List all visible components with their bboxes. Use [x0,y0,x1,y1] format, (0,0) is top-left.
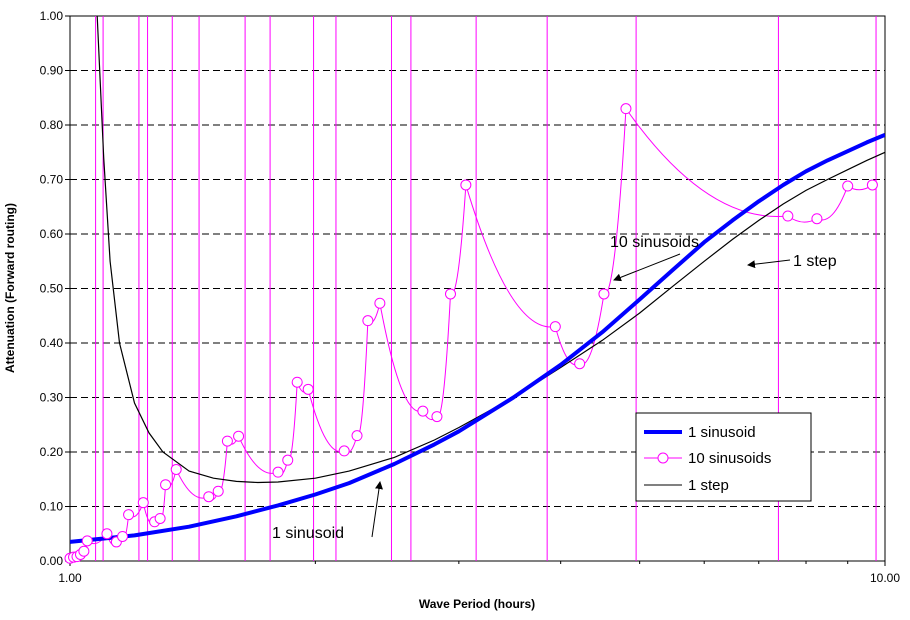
series-10-sinusoids-marker [431,411,443,423]
y-axis-title: Attenuation (Forward routing) [3,203,17,373]
x-tick-label: 1.00 [58,571,82,585]
annotation-arrow [613,253,681,282]
series-10-sinusoids-marker [460,179,472,191]
y-tick-label: 1.00 [40,9,64,23]
series-10-sinusoids-marker [160,479,172,491]
series-10-sinusoids-marker [78,545,90,557]
series-10-sinusoids-marker [123,509,135,521]
series-10-sinusoids-marker [444,288,456,300]
gridlines [65,15,886,566]
series-10-sinusoids-marker [598,288,610,300]
series-10-sinusoids-marker [117,530,129,542]
series-10-sinusoids-marker [221,435,233,447]
y-tick-label: 0.80 [40,118,64,132]
legend-label-1-sinusoid: 1 sinusoid [688,424,756,441]
series-10-sinusoids-marker [212,485,224,497]
annotation-label: 1 sinusoid [272,525,344,542]
series-10-sinusoids-marker [620,103,632,115]
series-10-sinusoids-segment [625,108,788,218]
series-10-sinusoids-marker [233,430,245,442]
series-10-sinusoids-marker [338,445,350,457]
series-10-sinusoids-marker [101,528,113,540]
series-10-sinusoids-marker [203,491,215,503]
y-tick-label: 0.60 [40,227,64,241]
series-10-sinusoids-marker [291,376,303,388]
legend: 1 sinusoid 10 sinusoids 1 step [635,412,812,502]
series-10-sinusoids-marker [272,466,284,478]
series-10-sinusoids-marker [362,315,374,327]
series-10-sinusoids-marker [81,535,93,547]
series-10-sinusoids-marker [782,210,794,222]
y-tick-label: 0.30 [40,391,64,405]
annotation-label: 1 step [793,253,837,270]
series-1-sinusoid-line [70,132,885,544]
series-10-sinusoids-marker [170,463,182,475]
series-10-sinusoids-marker [866,179,878,191]
annotation-arrow [747,259,791,269]
legend-marker-10-sinusoids [657,452,669,464]
series-10-sinusoids-marker [811,213,823,225]
y-tick-label: 0.20 [40,445,64,459]
series-10-sinusoids-marker [154,512,166,524]
x-tick-label: 10.00 [870,571,900,585]
y-tick-labels: 0.00 0.10 0.20 0.30 0.40 0.50 0.60 0.70 0.80 0.90… [40,9,64,568]
y-tick-label: 0.50 [40,282,64,296]
annotation-label: 10 sinusoids [610,234,699,251]
legend-label-1-step: 1 step [688,477,729,494]
x-axis-title: Wave Period (hours) [419,597,535,611]
y-tick-label: 0.10 [40,500,64,514]
x-tick-labels: 1.00 10.00 [58,571,900,585]
y-tick-label: 0.70 [40,173,64,187]
series-10-sinusoids-marker [374,297,386,309]
series-10-sinusoids-marker [417,405,429,417]
series-10-sinusoids-marker [549,321,561,333]
y-tick-label: 0.90 [40,64,64,78]
series-10-sinusoids-marker [137,497,149,509]
y-tick-label: 0.40 [40,336,64,350]
series-1-step-line [96,16,885,484]
series-10-sinusoids-marker [282,454,294,466]
annotations: 10 sinusoids 1 step 1 sinusoid [272,234,837,542]
series-10-sinusoids-marker [842,180,854,192]
legend-label-10-sinusoids: 10 sinusoids [688,450,771,467]
annotation-arrow [371,481,383,538]
y-tick-label: 0.00 [40,554,64,568]
series-10-sinusoids-marker [574,358,586,370]
series-10-sinusoids-marker [351,430,363,442]
series-10-sinusoids-marker [302,383,314,395]
